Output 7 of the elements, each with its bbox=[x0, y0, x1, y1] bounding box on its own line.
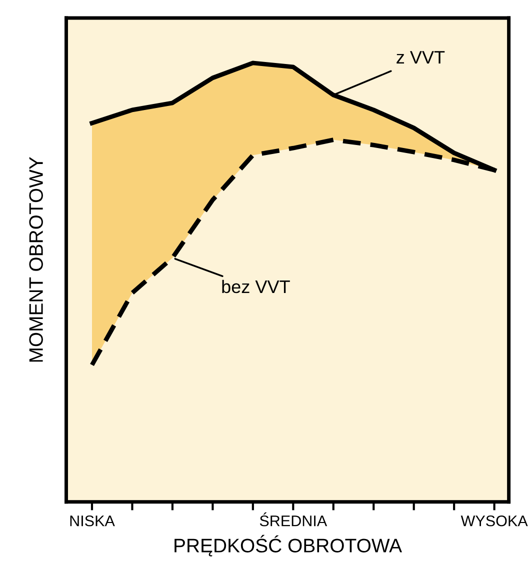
text: bez VVT bbox=[222, 280, 290, 294]
x-tick-label: NISKA bbox=[70, 515, 115, 526]
y-axis-title: MOMENT OBROTOWY bbox=[29, 156, 43, 362]
x-tick-label: ŚREDNIA bbox=[260, 512, 328, 526]
x-tick-label: WYSOKA bbox=[460, 515, 528, 526]
text: z VVT bbox=[396, 51, 445, 64]
x-axis-title: PRĘDKOŚĆ OBROTOWA bbox=[174, 534, 402, 556]
